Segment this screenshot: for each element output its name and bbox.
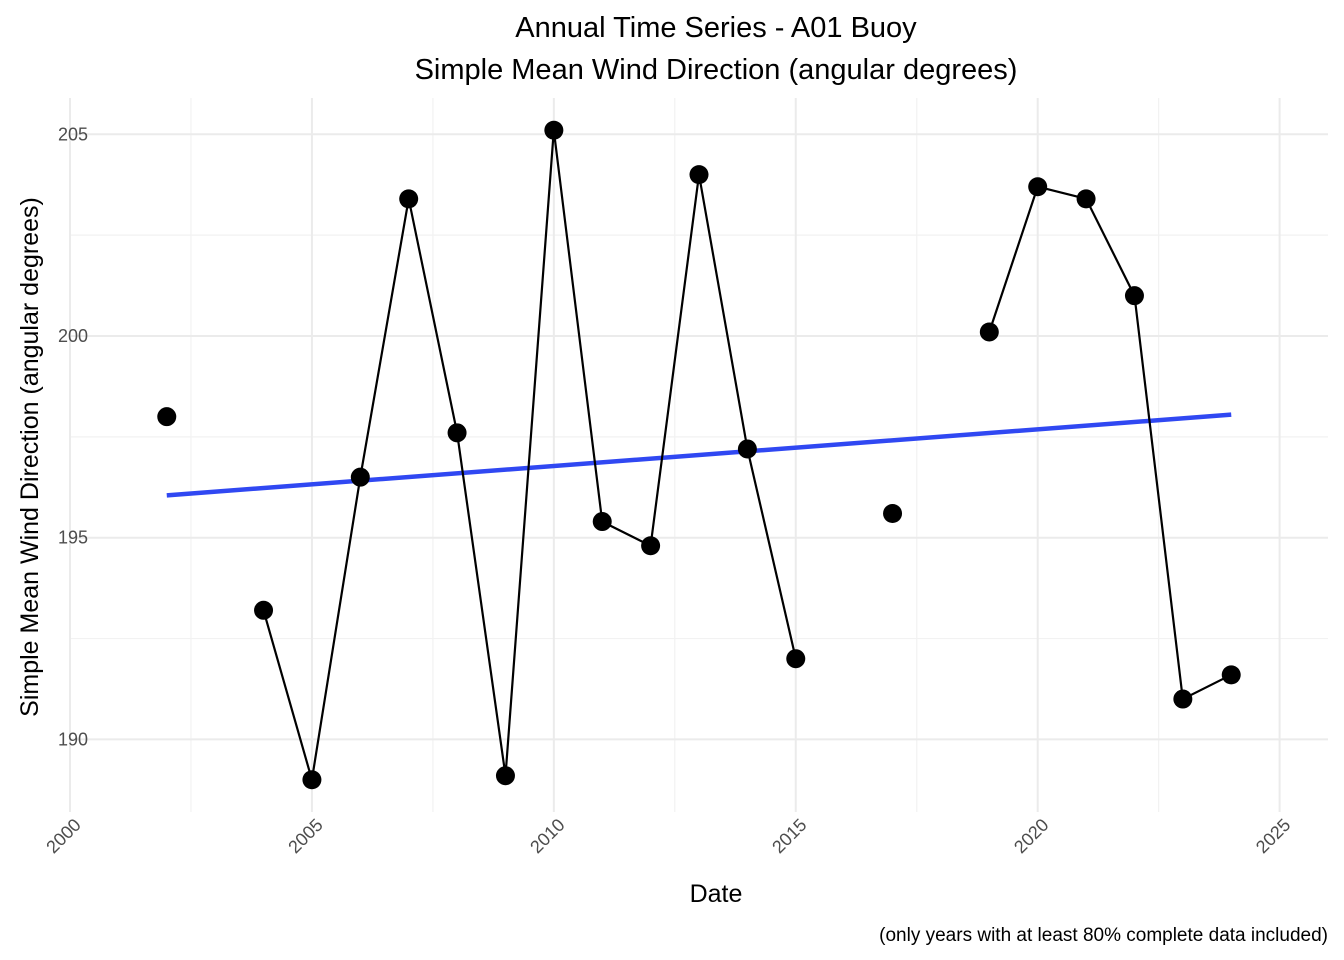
data-point (302, 770, 322, 790)
data-point (641, 536, 661, 556)
series-line-segment (988, 185, 1232, 701)
x-tick-label: 2015 (768, 815, 810, 857)
data-point (254, 600, 274, 620)
x-tick-label: 2020 (1010, 815, 1052, 857)
data-point (1028, 177, 1048, 197)
chart-caption: (only years with at least 80% complete d… (879, 925, 1328, 946)
chart-subtitle: Simple Mean Wind Direction (angular degr… (415, 54, 1018, 86)
data-point (157, 407, 177, 427)
y-tick-label: 195 (58, 528, 88, 548)
series-points (157, 120, 1241, 790)
grid-major (69, 98, 1328, 812)
data-point (979, 322, 999, 342)
y-tick-label: 190 (58, 729, 88, 749)
data-point (447, 423, 467, 443)
x-axis-title: Date (690, 880, 743, 908)
data-point (1221, 665, 1241, 685)
x-tick-label: 2005 (284, 815, 326, 857)
trend-layer (166, 412, 1232, 498)
data-point (399, 189, 419, 209)
chart-title: Annual Time Series - A01 Buoy (515, 12, 917, 44)
data-point (495, 766, 515, 786)
data-point (883, 503, 903, 523)
y-axis-title: Simple Mean Wind Direction (angular degr… (16, 197, 44, 717)
data-point (544, 120, 564, 140)
x-tick-labels: 2000 2005 2010 2015 2020 2025 (42, 815, 1294, 857)
x-tick-label: 2000 (42, 815, 84, 857)
y-tick-label: 200 (58, 326, 88, 346)
x-tick-label: 2010 (526, 815, 568, 857)
data-point (350, 467, 370, 487)
series-line-segment (262, 130, 797, 781)
data-point (1076, 189, 1096, 209)
data-point (786, 649, 806, 669)
data-point (592, 512, 612, 532)
data-point (1124, 286, 1144, 306)
x-tick-label: 2025 (1252, 815, 1294, 857)
data-point (737, 439, 757, 459)
trend-line (166, 412, 1232, 498)
data-point (689, 165, 709, 185)
y-tick-label: 205 (58, 124, 88, 144)
y-tick-labels: 190 195 200 205 (58, 124, 88, 749)
data-point (1173, 689, 1193, 709)
grid-minor (70, 98, 1328, 812)
